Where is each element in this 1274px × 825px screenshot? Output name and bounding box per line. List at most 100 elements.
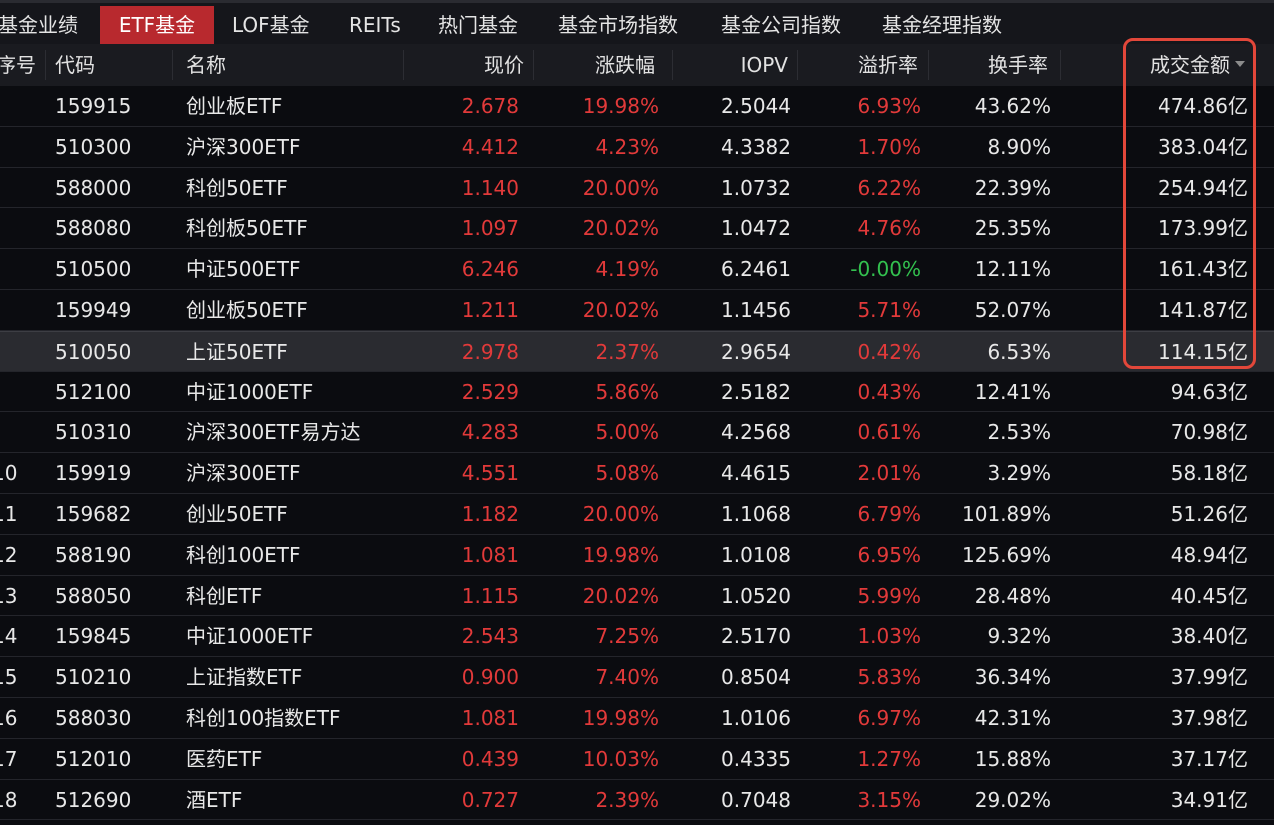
cell-seq: 9 — [0, 412, 1, 452]
cell-seq: 6 — [0, 290, 1, 330]
cell-price: 0.900 — [461, 665, 519, 690]
table-row[interactable]: 7 510050 上证50ETF 2.978 2.37% 2.9654 0.42% 6.53%… — [0, 330, 1274, 372]
cell-turnover: 36.34% — [974, 665, 1051, 690]
cell-code: 159949 — [55, 297, 132, 322]
table-row[interactable]: 14 159845 中证1000ETF 2.543 7.25% 2.5170 1.03% 9.… — [0, 616, 1274, 658]
cell-premium: 6.95% — [857, 542, 921, 567]
cell-premium: 1.70% — [857, 134, 921, 159]
col-header-turnover[interactable]: 换手率 — [988, 53, 1048, 77]
cell-turnover: 12.41% — [974, 379, 1051, 404]
cell-seq: 3 — [0, 168, 1, 208]
cell-amount: 114.15亿 — [1158, 339, 1248, 364]
table-row[interactable]: 17 512010 医药ETF 0.439 10.03% 0.4335 1.27% 15.88… — [0, 739, 1274, 780]
cell-change: 20.02% — [582, 297, 659, 322]
table-row[interactable]: 13 588050 科创ETF 1.115 20.02% 1.0520 5.99% 28.48… — [0, 576, 1274, 617]
cell-iopv: 0.8504 — [721, 665, 791, 690]
tab-lof[interactable]: LOF基金 — [232, 13, 310, 37]
cell-price: 1.140 — [461, 175, 519, 200]
cell-name: 上证50ETF — [186, 339, 288, 364]
cell-seq: 8 — [0, 372, 1, 412]
table-row[interactable]: 10 159919 沪深300ETF 4.551 5.08% 4.4615 2.01% 3.2… — [0, 453, 1274, 494]
cell-code: 588050 — [55, 583, 132, 608]
cell-turnover: 25.35% — [974, 216, 1051, 241]
cell-turnover: 125.69% — [962, 542, 1051, 567]
tab-fund-market-index[interactable]: 基金市场指数 — [558, 13, 678, 37]
table-row[interactable]: 9 510310 沪深300ETF易方达 4.283 5.00% 4.2568 0.61% 2… — [0, 412, 1274, 454]
cell-premium: 6.93% — [857, 94, 921, 118]
table-row[interactable]: 16 588030 科创100指数ETF 1.081 19.98% 1.0106 6.97%… — [0, 698, 1274, 739]
table-row[interactable]: 12 588190 科创100ETF 1.081 19.98% 1.0108 6.95% 12… — [0, 535, 1274, 576]
cell-price: 0.439 — [461, 746, 519, 771]
cell-code: 588080 — [55, 216, 132, 241]
table-row[interactable]: 2 510300 沪深300ETF 4.412 4.23% 4.3382 1.70% 8.90… — [0, 127, 1274, 168]
col-header-iopv[interactable]: IOPV — [740, 53, 788, 77]
tab-fund-company-index[interactable]: 基金公司指数 — [721, 13, 841, 37]
table-row[interactable]: 8 512100 中证1000ETF 2.529 5.86% 2.5182 0.43% 12.… — [0, 372, 1274, 413]
cell-seq: 1 — [0, 86, 1, 126]
cell-change: 5.00% — [595, 420, 659, 445]
col-header-code[interactable]: 代码 — [55, 53, 95, 77]
cell-price: 2.978 — [461, 339, 519, 364]
column-divider — [672, 50, 673, 80]
cell-seq: 18 — [0, 787, 18, 812]
col-header-premium[interactable]: 溢折率 — [858, 53, 918, 77]
tab-bar: 基金业绩 ETF基金 LOF基金 REITs 热门基金 基金市场指数 基金公司指… — [0, 0, 1274, 44]
cell-premium: -0.00% — [850, 257, 921, 282]
cell-change: 19.98% — [582, 94, 659, 118]
table-row[interactable]: 4 588080 科创板50ETF 1.097 20.02% 1.0472 4.76% 25.… — [0, 208, 1274, 250]
table-row[interactable]: 5 510500 中证500ETF 6.246 4.19% 6.2461 -0.00% 12.… — [0, 249, 1274, 290]
tab-reits[interactable]: REITs — [349, 13, 401, 37]
cell-turnover: 8.90% — [987, 134, 1051, 159]
tab-fund-manager-index[interactable]: 基金经理指数 — [882, 13, 1002, 37]
cell-name: 中证1000ETF — [186, 379, 314, 404]
cell-iopv: 2.5044 — [721, 94, 791, 118]
cell-iopv: 0.4335 — [721, 746, 791, 771]
column-divider — [928, 50, 929, 80]
tab-etf[interactable]: ETF基金 — [100, 6, 214, 44]
col-header-change[interactable]: 涨跌幅 — [595, 53, 655, 77]
cell-change: 2.39% — [595, 787, 659, 812]
table-row[interactable]: 1 159915 创业板ETF 2.678 19.98% 2.5044 6.93% 43.62… — [0, 86, 1274, 127]
cell-amount: 51.26亿 — [1170, 501, 1248, 526]
cell-premium: 2.01% — [857, 461, 921, 486]
cell-iopv: 1.0732 — [721, 175, 791, 200]
column-divider — [45, 50, 46, 80]
cell-iopv: 1.0472 — [721, 216, 791, 241]
cell-name: 创业板ETF — [186, 94, 283, 118]
cell-name: 上证指数ETF — [186, 665, 303, 690]
table-row[interactable]: 6 159949 创业板50ETF 1.211 20.02% 1.1456 5.71% 52.… — [0, 290, 1274, 331]
sort-down-icon[interactable] — [1235, 61, 1245, 67]
cell-code: 159845 — [55, 624, 132, 649]
table-row[interactable]: 3 588000 科创50ETF 1.140 20.00% 1.0732 6.22% 22.3… — [0, 168, 1274, 209]
cell-turnover: 2.53% — [987, 420, 1051, 445]
cell-seq: 14 — [0, 624, 18, 649]
table-row[interactable]: 11 159682 创业50ETF 1.182 20.00% 1.1068 6.79% 101… — [0, 494, 1274, 535]
cell-price: 1.115 — [461, 583, 519, 608]
cell-amount: 58.18亿 — [1170, 461, 1248, 486]
tab-hot-funds[interactable]: 热门基金 — [438, 13, 518, 37]
cell-turnover: 28.48% — [974, 583, 1051, 608]
cell-iopv: 2.5170 — [721, 624, 791, 649]
cell-seq: 15 — [0, 665, 18, 690]
cell-iopv: 6.2461 — [721, 257, 791, 282]
col-header-name[interactable]: 名称 — [186, 53, 226, 77]
tab-fund-performance[interactable]: 基金业绩 — [0, 13, 78, 37]
table-row[interactable]: 15 510210 上证指数ETF 0.900 7.40% 0.8504 5.83% 36.3… — [0, 657, 1274, 698]
table-row[interactable]: 18 512690 酒ETF 0.727 2.39% 0.7048 3.15% 29.02% 3… — [0, 780, 1274, 821]
cell-code: 588000 — [55, 175, 132, 200]
col-header-seq[interactable]: 序号 — [0, 53, 36, 77]
col-header-amount[interactable]: 成交金额 — [1150, 53, 1230, 77]
column-divider — [1060, 50, 1061, 80]
cell-price: 4.412 — [461, 134, 519, 159]
cell-turnover: 101.89% — [962, 501, 1051, 526]
cell-name: 中证500ETF — [186, 257, 301, 282]
cell-turnover: 15.88% — [974, 746, 1051, 771]
cell-change: 2.37% — [595, 339, 659, 364]
cell-name: 创业板50ETF — [186, 297, 308, 322]
cell-price: 1.182 — [461, 501, 519, 526]
cell-premium: 5.71% — [857, 297, 921, 322]
cell-change: 19.98% — [582, 705, 659, 730]
col-header-price[interactable]: 现价 — [484, 53, 524, 77]
cell-change: 4.23% — [595, 134, 659, 159]
cell-price: 4.551 — [461, 461, 519, 486]
